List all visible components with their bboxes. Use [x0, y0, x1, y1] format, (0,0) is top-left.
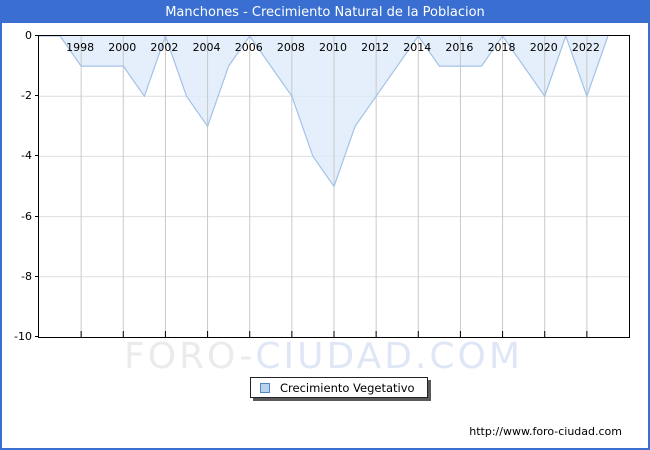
x-tick-label: 1998 [66, 41, 95, 54]
y-tick [35, 215, 39, 217]
legend-label: Crecimiento Vegetativo [280, 380, 415, 395]
legend-swatch-icon [260, 382, 270, 393]
x-tick-label: 2000 [108, 41, 137, 54]
x-tick-label: 2014 [403, 41, 432, 54]
footer-url: http://www.foro-ciudad.com [469, 425, 622, 438]
y-tick [35, 155, 39, 157]
watermark-part2: CIUDAD.COM [255, 336, 523, 377]
x-tick-label: 2004 [192, 41, 221, 54]
y-tick-label: -4 [21, 149, 32, 163]
y-tick-label: -10 [14, 330, 32, 343]
y-tick-label: -6 [21, 209, 32, 223]
watermark: FORO-CIUDAD.COM [124, 336, 523, 377]
y-tick [35, 336, 39, 337]
watermark-part1: FORO- [124, 336, 256, 377]
area-chart [39, 36, 629, 337]
x-tick-label: 2016 [445, 41, 474, 54]
y-tick [35, 35, 39, 36]
x-tick-label: 2002 [150, 41, 179, 54]
series-line [39, 36, 609, 188]
x-tick-label: 2020 [529, 41, 558, 54]
x-tick-label: 2012 [361, 41, 390, 54]
x-tick-label: 2008 [276, 41, 305, 54]
y-tick-label: -2 [21, 89, 32, 103]
x-tick-label: 2018 [487, 41, 516, 54]
y-tick [35, 95, 39, 97]
x-tick-label: 2006 [234, 41, 263, 54]
x-tick-label: 2022 [571, 41, 600, 54]
plot-area [38, 35, 630, 338]
y-tick-label: 0 [25, 29, 32, 42]
y-tick-label: -8 [21, 269, 32, 283]
legend-box: Crecimiento Vegetativo [250, 377, 428, 398]
x-tick-label: 2010 [319, 41, 347, 54]
y-tick [35, 275, 39, 277]
chart-title: Manchones - Crecimiento Natural de la Po… [2, 2, 648, 23]
area-fill [39, 36, 608, 187]
